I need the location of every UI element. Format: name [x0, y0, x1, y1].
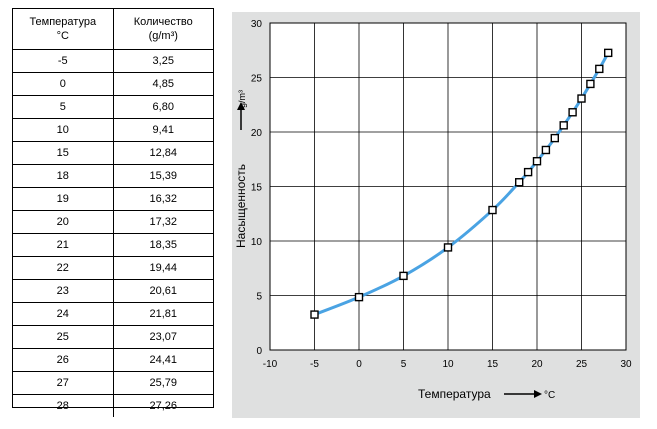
data-point-marker: [559, 121, 568, 130]
table-row: 21 18,35: [13, 233, 213, 257]
temperature-cell: 0: [13, 72, 114, 96]
amount-cell: 4,85: [113, 72, 213, 96]
y-tick-label: 20: [251, 128, 263, 139]
temperature-cell: 27: [13, 371, 114, 395]
chart-panel: -10 -5 0 5 10 15 20 25 30 0 5 10 15 20 25 30 Температура…: [232, 12, 640, 418]
amount-cell: 9,41: [113, 118, 213, 142]
y-tick-label: 5: [256, 292, 262, 303]
y-tick-label: 30: [251, 19, 263, 30]
column-header-amount-unit: (g/m³): [148, 30, 178, 42]
amount-cell: 6,80: [113, 95, 213, 119]
table-row: 26 24,41: [13, 348, 213, 372]
x-tick-label: 25: [576, 359, 588, 370]
temperature-cell: -5: [13, 49, 114, 73]
y-axis-unit: g/m³: [237, 90, 247, 108]
data-point-marker: [595, 64, 604, 74]
amount-cell: 15,39: [113, 164, 213, 188]
table-row: 27 25,79: [13, 371, 213, 395]
amount-cell: 18,35: [113, 233, 213, 257]
x-tick-label: 0: [356, 359, 362, 370]
table-row: 22 19,44: [13, 256, 213, 280]
amount-cell: 24,41: [113, 348, 213, 372]
table-row: 10 9,41: [13, 118, 213, 142]
table-row: -5 3,25: [13, 49, 213, 73]
column-header-temperature: Температура °C: [13, 9, 114, 50]
data-point-marker: [443, 243, 453, 252]
data-table: Температура °C Количество (g/m³) -5 3,25 0…: [13, 9, 213, 417]
x-tick-label: 30: [620, 359, 632, 370]
x-axis-label: Температура: [418, 387, 491, 401]
temperature-cell: 26: [13, 348, 114, 372]
temperature-cell: 20: [13, 210, 114, 234]
data-point-marker: [532, 157, 542, 166]
data-point-marker: [523, 167, 533, 177]
x-tick-label: 5: [401, 359, 407, 370]
x-tick-label: -5: [310, 359, 319, 370]
table-row: 19 16,32: [13, 187, 213, 211]
data-point-marker: [310, 310, 319, 319]
temperature-cell: 24: [13, 302, 114, 326]
y-tick-label: 25: [251, 74, 263, 85]
table-header-row: Температура °C Количество (g/m³): [13, 9, 213, 50]
saturation-chart: -10 -5 0 5 10 15 20 25 30 0 5 10 15 20 25 30 Температура…: [234, 19, 632, 401]
column-header-temperature-unit: °C: [56, 30, 69, 42]
temperature-cell: 10: [13, 118, 114, 142]
data-point-marker: [604, 48, 613, 58]
temperature-cell: 19: [13, 187, 114, 211]
amount-cell: 12,84: [113, 141, 213, 165]
column-header-amount: Количество (g/m³): [113, 9, 213, 50]
temperature-cell: 21: [13, 233, 114, 257]
y-axis-arrow-icon: [237, 102, 245, 110]
amount-cell: 20,61: [113, 279, 213, 303]
x-tick-label: -10: [263, 359, 278, 370]
column-header-amount-title: Количество: [133, 16, 193, 28]
amount-cell: 21,81: [113, 302, 213, 326]
x-axis-arrow-icon: [534, 390, 542, 398]
table-row: 0 4,85: [13, 72, 213, 96]
temperature-cell: 22: [13, 256, 114, 280]
amount-cell: 23,07: [113, 325, 213, 349]
data-table-container: Температура °C Количество (g/m³) -5 3,25 0…: [12, 8, 214, 417]
amount-cell: 25,79: [113, 371, 213, 395]
amount-cell: 17,32: [113, 210, 213, 234]
table-body: -5 3,25 0 4,85 5 6,80 10 9,41 15 12,84 18 15,39 19 16…: [13, 49, 213, 417]
table-row: 18 15,39: [13, 164, 213, 188]
table-row: 15 12,84: [13, 141, 213, 165]
x-tick-label: 15: [487, 359, 499, 370]
amount-cell: 3,25: [113, 49, 213, 73]
column-header-temperature-title: Температура: [29, 16, 97, 28]
amount-cell: 27,26: [149, 400, 178, 412]
temperature-cell: 25: [13, 325, 114, 349]
x-tick-label: 10: [442, 359, 454, 370]
saturation-curve: [313, 52, 610, 316]
table-row: 23 20,61: [13, 279, 213, 303]
table-row: 28 27,26: [13, 394, 213, 417]
temperature-cell: 23: [13, 279, 114, 303]
temperature-cell: 5: [13, 95, 114, 119]
data-point-marker: [515, 178, 524, 187]
temperature-cell: 28: [13, 394, 114, 417]
y-tick-label: 10: [251, 237, 263, 248]
table-row: 5 6,80: [13, 95, 213, 119]
table-row: 20 17,32: [13, 210, 213, 234]
x-tick-label: 20: [531, 359, 543, 370]
data-point-marker: [541, 145, 551, 155]
temperature-cell: 15: [13, 141, 114, 165]
data-point-marker: [550, 133, 559, 143]
data-point-marker: [354, 292, 364, 302]
y-tick-label: 15: [251, 183, 263, 194]
table-row: 24 21,81: [13, 302, 213, 326]
table-row: 25 23,07: [13, 325, 213, 349]
data-point-marker: [586, 79, 595, 89]
data-point-marker: [577, 94, 586, 103]
data-point-marker: [399, 271, 408, 281]
data-point-marker: [488, 205, 497, 215]
x-axis-unit: °C: [544, 390, 555, 401]
y-axis-label: Насыщенность: [234, 164, 248, 248]
amount-cell: 16,32: [113, 187, 213, 211]
temperature-cell: 18: [13, 164, 114, 188]
amount-cell: 19,44: [113, 256, 213, 280]
y-tick-label: 0: [256, 346, 262, 357]
data-point-marker: [568, 108, 577, 117]
